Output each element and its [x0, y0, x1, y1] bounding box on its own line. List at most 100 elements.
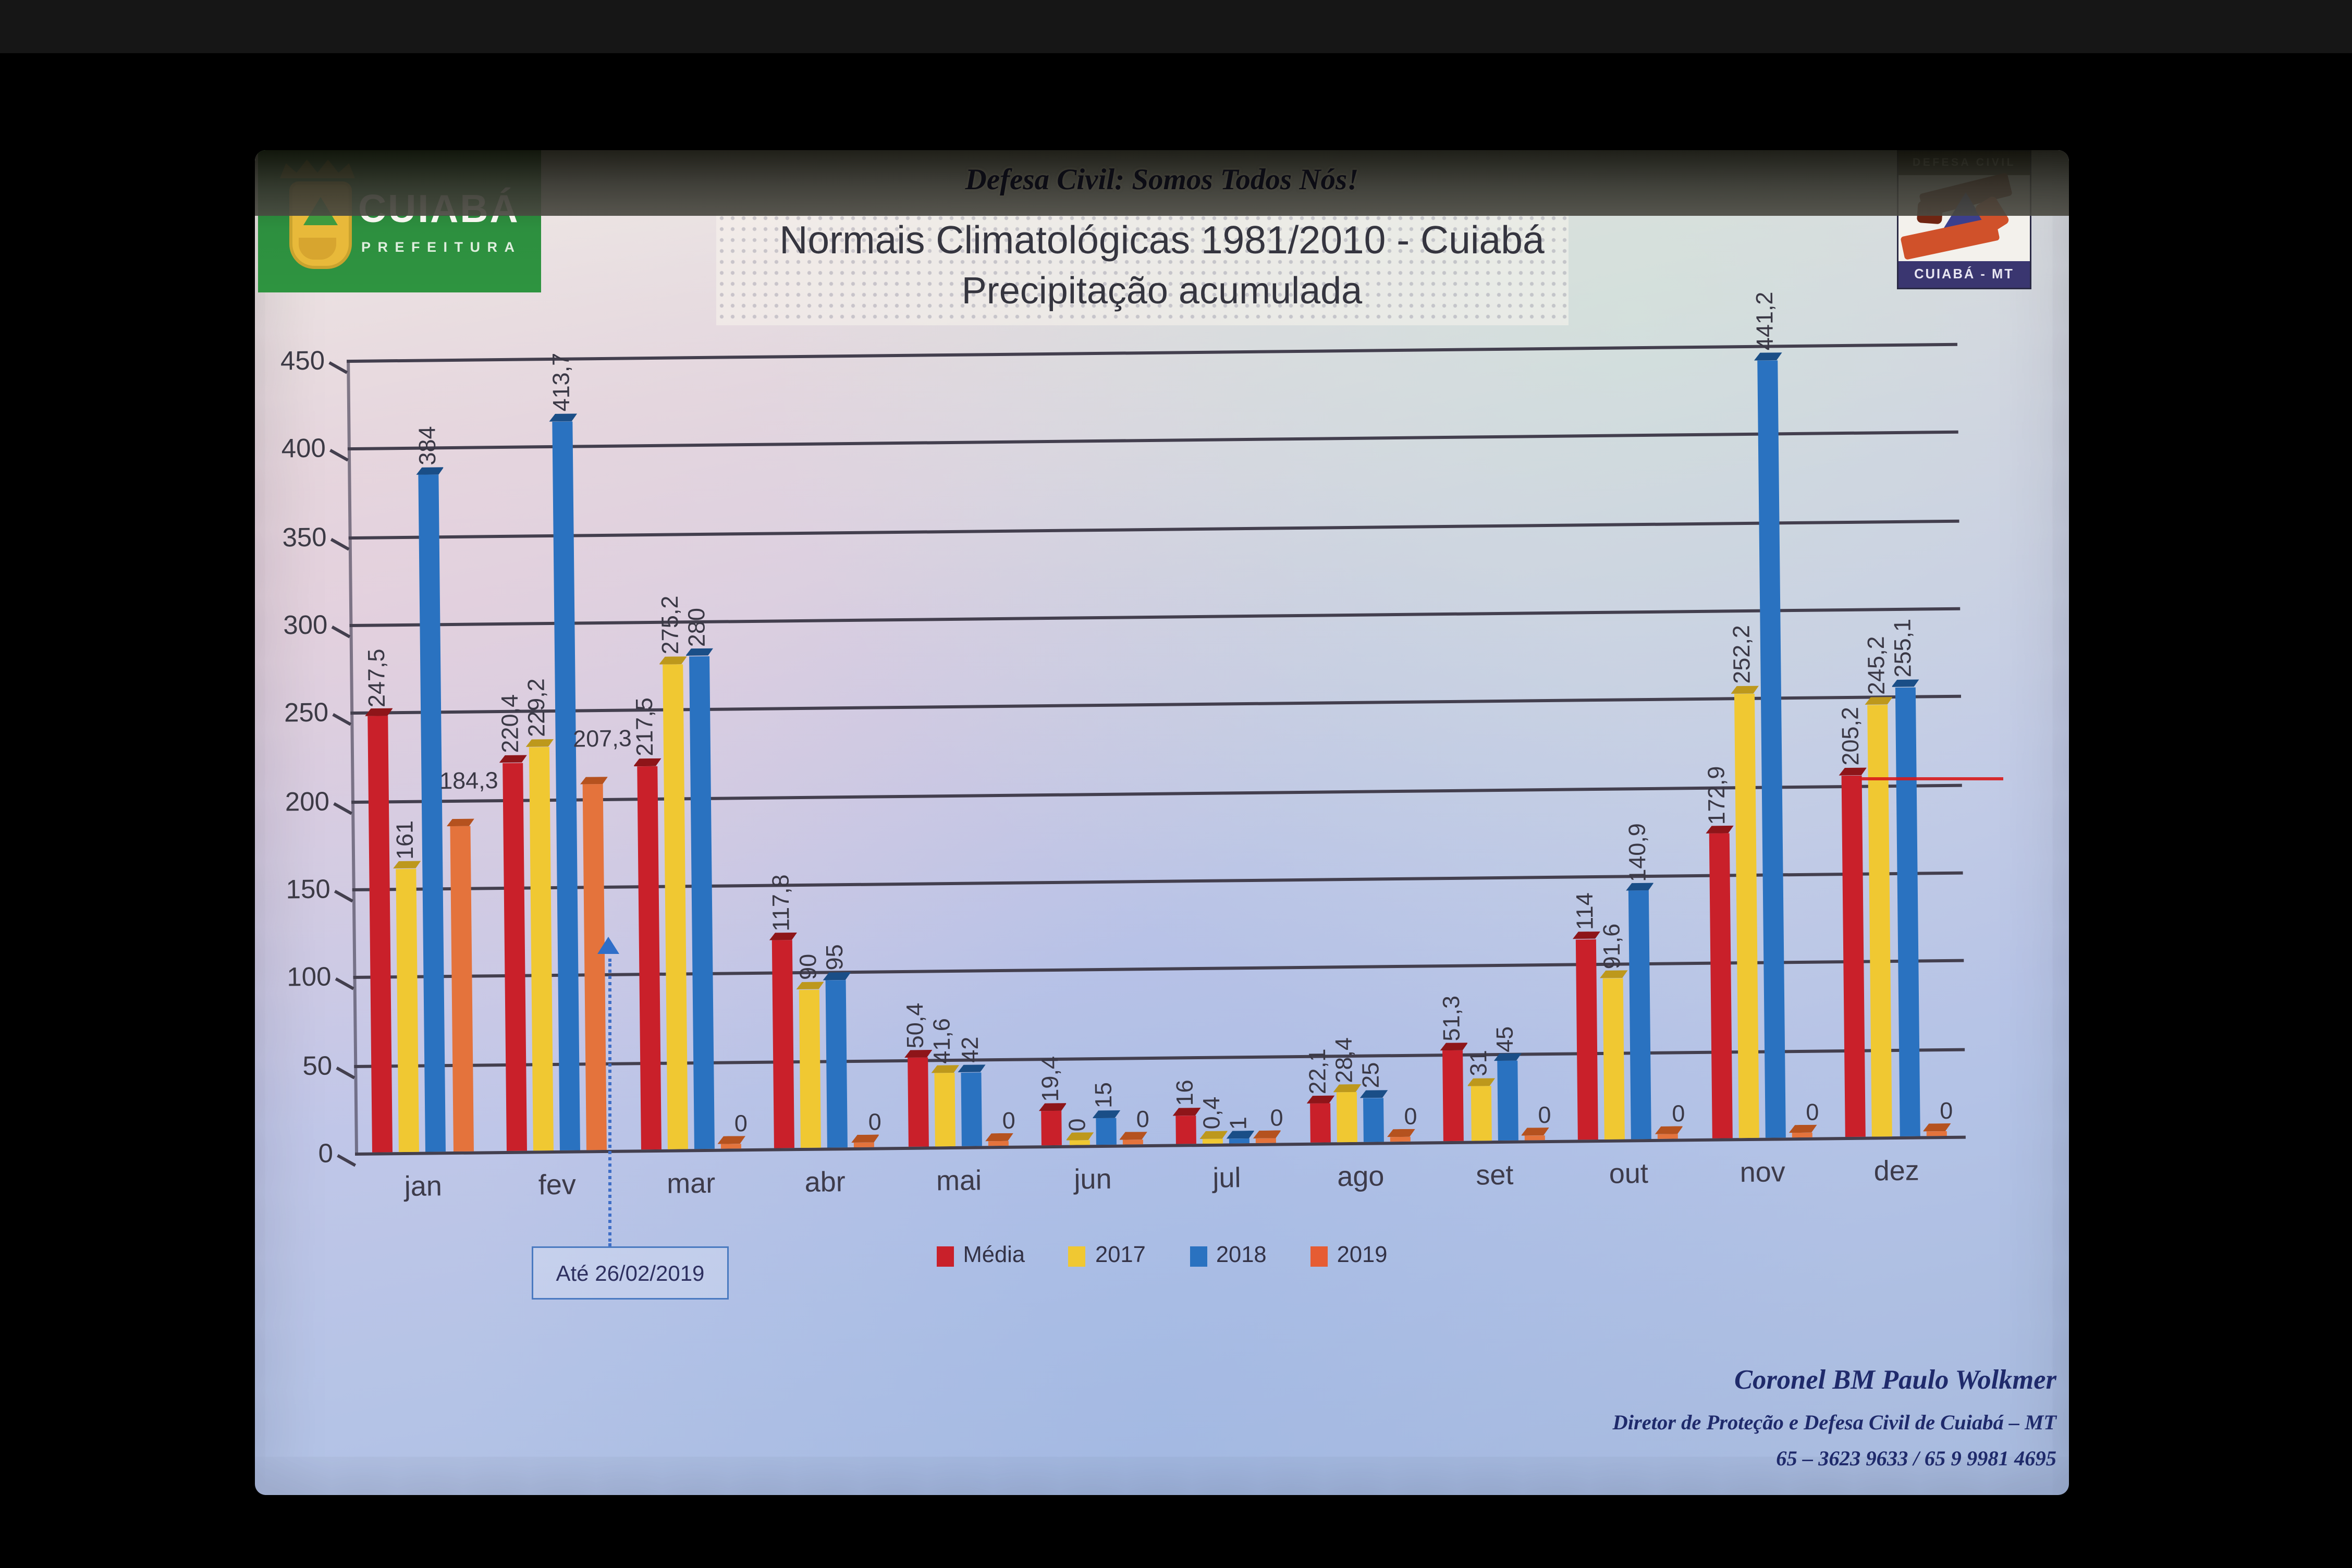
- gridline-400: [347, 431, 1958, 451]
- bar-top-face: [1172, 1108, 1200, 1116]
- bar-value-label-2017-set: 31: [1466, 1050, 1493, 1077]
- logo-subtitle: PREFEITURA: [361, 239, 522, 255]
- y-tick-label-150: 150: [286, 874, 331, 905]
- bar-top-face: [904, 1050, 932, 1058]
- gridline-250: [350, 695, 1962, 716]
- bar-Média-jun: [1042, 1111, 1063, 1146]
- bar-2017-ago: [1336, 1092, 1357, 1143]
- bar-2018-set: [1497, 1061, 1518, 1141]
- defesa-civil-logo-city: CUIABÁ - MT: [1898, 261, 2030, 288]
- bar-value-label-2019-mar: 0: [734, 1111, 748, 1138]
- month-label-dez: dez: [1873, 1155, 1920, 1187]
- bar-value-label-2018-jan: 384: [414, 426, 442, 466]
- title-dotted-placeholder: [716, 213, 1569, 325]
- bar-value-label-2018-jul: 1: [1225, 1116, 1253, 1130]
- bar-top-face: [1625, 883, 1653, 891]
- laser-pointer-mark: [1859, 777, 2003, 780]
- bar-value-label-2019-fev: 207,3: [572, 726, 632, 754]
- bar-value-label-2018-dez: 255,1: [1890, 618, 1917, 678]
- bar-value-label-Média-dez: 205,2: [1837, 707, 1865, 766]
- bar-value-label-Média-out: 114: [1571, 891, 1599, 930]
- bar-2019-mai: [988, 1141, 1009, 1146]
- y-tick-label-350: 350: [282, 522, 327, 553]
- bar-Média-jul: [1176, 1116, 1197, 1144]
- month-label-abr: abr: [804, 1166, 846, 1198]
- bar-2018-jul: [1230, 1138, 1250, 1144]
- bar-value-label-2017-abr: 90: [795, 953, 822, 980]
- bar-top-face: [580, 777, 608, 785]
- bar-2019-jul: [1256, 1138, 1277, 1143]
- bar-top-face: [1754, 352, 1782, 361]
- bar-top-face: [659, 656, 687, 665]
- bar-Média-mar: [636, 766, 661, 1150]
- bar-value-label-2018-set: 45: [1492, 1025, 1520, 1052]
- banner-motto: Defesa Civil: Somos Todos Nós!: [965, 164, 1359, 197]
- bar-2017-jan: [396, 868, 420, 1153]
- month-label-mar: mar: [666, 1167, 716, 1199]
- bar-top-face: [796, 981, 824, 989]
- legend-item-2018: 2018: [1189, 1243, 1267, 1268]
- callout-arrow-icon: [597, 937, 619, 954]
- bar-value-label-Média-mar: 217,5: [631, 698, 659, 757]
- bar-2019-fev: [583, 785, 607, 1150]
- bar-2017-jul: [1203, 1139, 1223, 1144]
- bar-value-label-2017-mar: 275,2: [657, 596, 685, 655]
- bar-value-label-2019-out: 0: [1672, 1101, 1685, 1128]
- bar-2019-set: [1524, 1135, 1545, 1141]
- month-label-fev: fev: [538, 1169, 577, 1201]
- bar-value-label-2018-out: 140,9: [1624, 823, 1651, 882]
- month-label-set: set: [1475, 1159, 1514, 1191]
- bar-value-label-2017-dez: 245,2: [1863, 636, 1891, 695]
- bar-top-face: [1573, 931, 1601, 939]
- bar-Média-abr: [772, 940, 794, 1148]
- bar-2018-out: [1629, 891, 1652, 1140]
- bar-2018-ago: [1363, 1098, 1384, 1142]
- bar-2018-mar: [689, 655, 715, 1149]
- bar-2018-jun: [1095, 1118, 1116, 1145]
- bar-2019-ago: [1390, 1137, 1411, 1142]
- bar-top-face: [1360, 1090, 1388, 1098]
- y-tick-label-100: 100: [287, 962, 332, 993]
- gridline-300: [349, 607, 1961, 628]
- bar-2017-set: [1470, 1086, 1491, 1141]
- bar-top-face: [769, 933, 797, 941]
- footer-phone: 65 – 3623 9633 / 65 9 9981 4695: [1776, 1447, 2056, 1470]
- bar-value-label-2018-fev: 413,7: [547, 353, 575, 412]
- bar-2018-dez: [1894, 687, 1920, 1136]
- chart-title-line2: Precipitação acumulada: [961, 271, 1363, 313]
- bar-top-face: [1731, 685, 1759, 694]
- slide: Normais Climatológicas 1981/2010 - Cuiab…: [255, 150, 2069, 1495]
- bar-top-face: [1600, 970, 1628, 978]
- bar-2018-abr: [826, 980, 848, 1148]
- legend-swatch-icon: [1189, 1245, 1207, 1266]
- callout-dotted-line: [608, 959, 611, 1246]
- bar-top-face: [1306, 1096, 1334, 1104]
- bar-value-label-2018-jun: 15: [1091, 1082, 1118, 1109]
- bar-top-face: [365, 708, 393, 717]
- bar-2017-abr: [800, 989, 822, 1148]
- bar-value-label-2019-nov: 0: [1806, 1099, 1819, 1126]
- bar-value-label-2019-ago: 0: [1404, 1104, 1417, 1131]
- bar-Média-set: [1443, 1050, 1464, 1142]
- month-label-jun: jun: [1074, 1163, 1112, 1195]
- bar-2017-mai: [934, 1073, 955, 1147]
- bar-top-face: [1199, 1131, 1228, 1139]
- bar-top-face: [549, 413, 577, 422]
- bar-top-face: [1467, 1078, 1495, 1086]
- legend-item-2019: 2019: [1310, 1243, 1387, 1268]
- legend-label: Média: [963, 1243, 1025, 1268]
- bar-Média-mai: [908, 1058, 929, 1147]
- bar-chart-plot: 0 50 100 150 200 250 300 350 400 450 jan fev mar abr m…: [255, 150, 2069, 1495]
- bar-top-face: [931, 1065, 959, 1073]
- bar-2017-nov: [1734, 693, 1759, 1138]
- bar-2017-jun: [1069, 1140, 1089, 1145]
- month-label-jul: jul: [1212, 1162, 1241, 1194]
- bar-top-face: [1038, 1103, 1067, 1111]
- y-tick-label-400: 400: [281, 434, 326, 464]
- y-axis-line: [347, 360, 358, 1156]
- bar-2017-mar: [662, 664, 688, 1149]
- footer-role: Diretor de Proteção e Defesa Civil de Cu…: [1612, 1411, 2056, 1434]
- bar-value-label-2019-jun: 0: [1136, 1107, 1149, 1134]
- bar-Média-fev: [503, 763, 527, 1151]
